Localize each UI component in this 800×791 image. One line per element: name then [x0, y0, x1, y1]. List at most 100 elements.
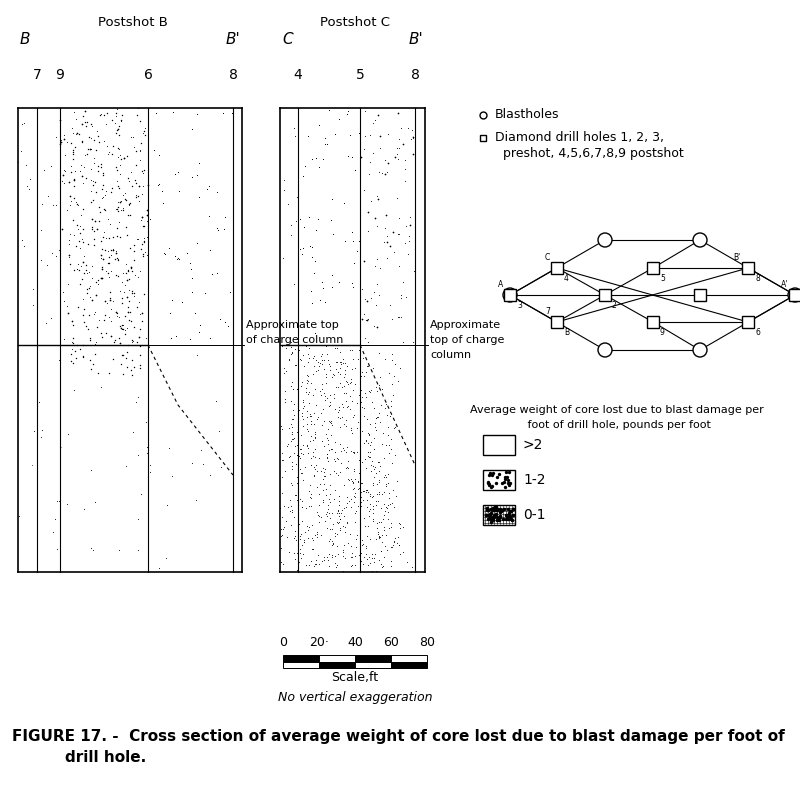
Point: [362, 427, 375, 440]
Point: [297, 439, 310, 452]
Text: 8: 8: [410, 68, 419, 82]
Point: [298, 536, 310, 548]
Point: [122, 339, 134, 351]
Point: [370, 411, 383, 423]
Point: [309, 254, 322, 267]
Point: [106, 353, 119, 365]
Point: [85, 464, 98, 476]
Point: [370, 532, 382, 545]
Point: [350, 540, 362, 553]
Point: [77, 223, 90, 236]
Point: [125, 314, 138, 327]
Point: [162, 241, 175, 254]
Point: [358, 437, 370, 449]
Point: [380, 501, 393, 514]
Point: [350, 532, 362, 545]
Point: [325, 507, 338, 520]
Point: [331, 504, 344, 517]
Point: [360, 547, 373, 560]
Point: [367, 476, 380, 489]
Point: [114, 195, 127, 207]
Point: [99, 264, 112, 277]
Point: [286, 383, 299, 396]
Point: [386, 497, 398, 509]
Point: [405, 132, 418, 145]
Point: [395, 311, 408, 324]
Point: [286, 479, 298, 492]
Point: [78, 267, 91, 280]
Point: [100, 327, 113, 339]
Point: [189, 307, 202, 320]
Point: [316, 483, 329, 496]
Point: [324, 360, 337, 373]
Point: [506, 502, 519, 515]
Point: [83, 282, 96, 294]
Point: [98, 134, 110, 147]
Point: [322, 358, 335, 370]
Point: [296, 410, 309, 422]
Point: [342, 462, 354, 475]
Point: [96, 331, 109, 343]
Point: [302, 347, 314, 360]
Point: [316, 494, 329, 506]
Point: [373, 130, 386, 142]
Point: [127, 131, 140, 144]
Point: [87, 175, 100, 187]
Point: [136, 211, 149, 224]
Point: [337, 357, 350, 369]
Point: [75, 169, 88, 182]
Point: [81, 287, 94, 300]
Point: [34, 254, 47, 267]
Point: [77, 109, 90, 122]
Point: [100, 297, 113, 309]
Point: [91, 367, 104, 380]
Point: [36, 481, 49, 494]
Point: [110, 221, 123, 234]
Point: [123, 241, 136, 254]
Point: [388, 536, 401, 548]
Point: [41, 189, 54, 202]
Point: [334, 524, 346, 536]
Point: [101, 106, 114, 119]
Point: [79, 149, 92, 161]
Point: [322, 493, 335, 505]
Point: [274, 501, 287, 514]
Circle shape: [693, 233, 707, 247]
Point: [290, 358, 303, 371]
Point: [110, 307, 123, 320]
Point: [355, 424, 368, 437]
Point: [194, 318, 206, 331]
Point: [397, 546, 410, 558]
Point: [356, 533, 369, 546]
Point: [372, 531, 385, 543]
Point: [282, 501, 294, 513]
Point: [85, 143, 98, 156]
Point: [67, 384, 80, 396]
Point: [320, 508, 333, 520]
Point: [86, 259, 98, 272]
Point: [70, 240, 82, 252]
Point: [287, 409, 300, 422]
Text: 6: 6: [143, 68, 153, 82]
Point: [86, 223, 98, 236]
Point: [370, 499, 383, 512]
Point: [26, 458, 38, 471]
Point: [314, 350, 327, 362]
Point: [407, 147, 420, 160]
Point: [367, 460, 380, 472]
Point: [312, 516, 325, 528]
Point: [122, 265, 135, 278]
Point: [67, 172, 80, 185]
Point: [340, 419, 353, 432]
Point: [126, 335, 139, 347]
Polygon shape: [280, 345, 415, 572]
Point: [304, 285, 317, 297]
Point: [40, 316, 53, 329]
Text: C: C: [545, 253, 550, 262]
Point: [88, 306, 101, 319]
Point: [351, 353, 364, 365]
Point: [291, 471, 304, 483]
Point: [301, 439, 314, 452]
Point: [338, 520, 351, 533]
Point: [375, 516, 388, 528]
